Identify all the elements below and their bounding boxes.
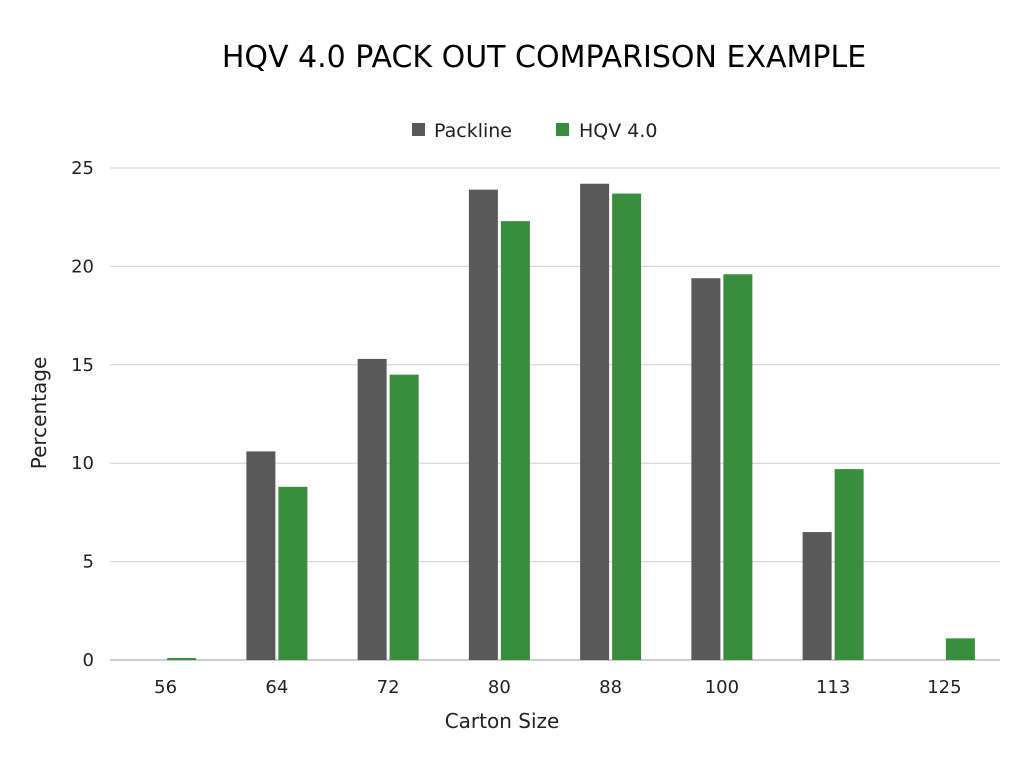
y-axis-ticks: 0 5 10 15 20 25 xyxy=(71,158,94,671)
x-axis-label: Carton Size xyxy=(445,709,560,733)
y-axis-label: Percentage xyxy=(27,357,51,470)
grid xyxy=(110,167,1000,661)
bar-hqv-80 xyxy=(500,221,530,661)
x-tick-label: 100 xyxy=(705,677,739,698)
legend-label-hqv: HQV 4.0 xyxy=(579,120,658,142)
x-tick-label: 88 xyxy=(599,677,622,698)
x-tick-label: 72 xyxy=(377,677,400,698)
bar-hqv-113 xyxy=(834,469,864,660)
bar-hqv-88 xyxy=(612,193,642,661)
x-tick-label: 56 xyxy=(154,677,177,698)
x-tick-label: 125 xyxy=(927,677,961,698)
y-tick-label: 10 xyxy=(71,453,94,474)
bar-packline-113 xyxy=(802,532,832,660)
y-tick-label: 25 xyxy=(71,158,94,179)
x-axis-ticks: 56 64 72 80 88 100 113 125 xyxy=(154,677,961,698)
y-tick-label: 5 xyxy=(83,552,94,573)
bar-hqv-100 xyxy=(723,274,753,660)
bar-hqv-72 xyxy=(389,374,419,660)
bar-packline-80 xyxy=(468,189,498,660)
y-tick-label: 0 xyxy=(83,650,94,671)
legend: Packline HQV 4.0 xyxy=(412,120,658,142)
bar-hqv-56 xyxy=(167,658,197,660)
legend-swatch-hqv xyxy=(556,123,569,136)
x-tick-label: 113 xyxy=(816,677,850,698)
bar-packline-72 xyxy=(357,358,387,660)
bar-packline-88 xyxy=(580,183,610,660)
legend-label-packline: Packline xyxy=(434,120,512,142)
x-tick-label: 64 xyxy=(265,677,288,698)
bar-hqv-125 xyxy=(945,638,975,660)
legend-swatch-packline xyxy=(412,123,425,136)
bars xyxy=(167,183,975,661)
y-tick-label: 15 xyxy=(71,355,94,376)
bar-packline-100 xyxy=(691,278,721,660)
chart-title: HQV 4.0 PACK OUT COMPARISON EXAMPLE xyxy=(222,40,866,75)
bar-hqv-64 xyxy=(278,486,308,660)
bar-packline-64 xyxy=(246,451,276,660)
x-tick-label: 80 xyxy=(488,677,511,698)
y-tick-label: 20 xyxy=(71,256,94,277)
